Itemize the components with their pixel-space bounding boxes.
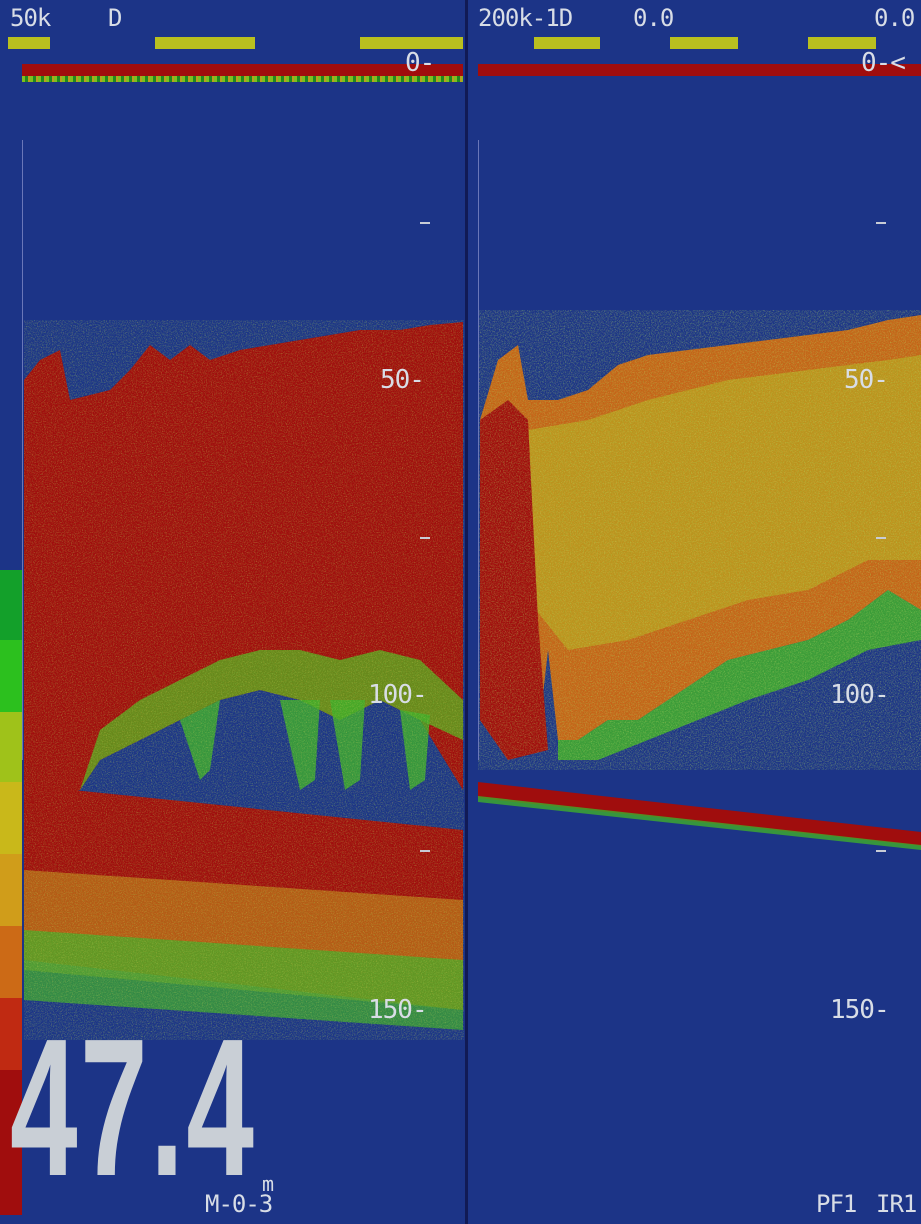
scale-tick (876, 537, 886, 539)
scale-label-150: 150- (368, 995, 428, 1025)
frequency-label: 50k (10, 4, 51, 32)
scale-tick (876, 222, 886, 224)
indicator-bar (534, 37, 600, 49)
echogram-200k-image (478, 310, 921, 850)
echogram-panel-50k: 50k D 0- 50- 100- 150- 47.4 m M-0-3 (0, 4, 464, 1218)
scale-tick (420, 850, 430, 852)
scale-label-100: 100- (830, 680, 890, 710)
zero-scale-label: 0-< (861, 48, 906, 78)
indicator-bar (8, 37, 50, 49)
echogram-50k-image (24, 320, 464, 1040)
status-ir: IR1 (876, 1190, 917, 1218)
frequency-label: 200k-1D (478, 4, 573, 32)
depth-readout: 47.4 (10, 998, 257, 1217)
status-pf: PF1 (816, 1190, 857, 1218)
echogram-panel-200k: 200k-1D 0.0 0.0 0-< 50- 100- 150- PF1 IR… (468, 0, 921, 1224)
panel-divider (465, 0, 468, 1224)
readout-value: 0.0 (874, 4, 915, 32)
indicator-bar (360, 37, 463, 49)
scale-label-100: 100- (368, 680, 428, 710)
scale-label-150: 150- (830, 995, 890, 1025)
scale-tick (876, 850, 886, 852)
mode-code: M-0-3 (205, 1190, 273, 1218)
color-scale-bar (0, 570, 22, 1215)
scale-label-50: 50- (844, 365, 889, 395)
scale-label-50: 50- (380, 365, 425, 395)
scale-tick (420, 222, 430, 224)
depth-axis-line (22, 140, 23, 760)
zero-scale-label: 0- (405, 48, 435, 78)
indicator-bar (808, 37, 876, 49)
readout-value: 0.0 (633, 4, 674, 32)
zero-line-band (22, 64, 463, 76)
mode-label: D (108, 4, 122, 32)
depth-axis-line (478, 140, 479, 760)
zero-line-band (478, 64, 921, 76)
depth-unit: m (262, 1172, 275, 1196)
indicator-bar (670, 37, 738, 49)
indicator-bar (155, 37, 255, 49)
zero-line-fringe (22, 76, 463, 82)
scale-tick (420, 537, 430, 539)
